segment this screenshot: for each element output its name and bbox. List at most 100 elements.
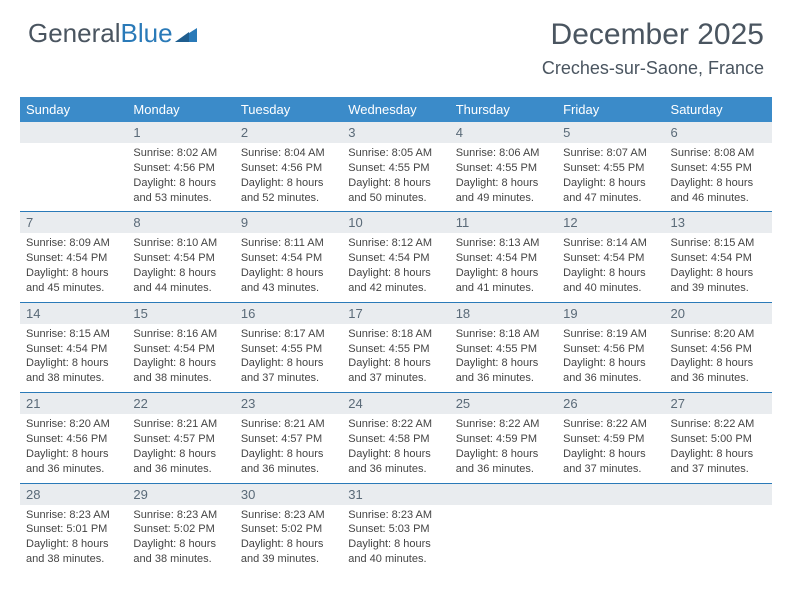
day-details: Sunrise: 8:16 AMSunset: 4:54 PMDaylight:… xyxy=(127,324,234,392)
day-number: 15 xyxy=(127,303,234,324)
calendar-week-row: 14Sunrise: 8:15 AMSunset: 4:54 PMDayligh… xyxy=(20,302,772,392)
calendar-day-cell: 23Sunrise: 8:21 AMSunset: 4:57 PMDayligh… xyxy=(235,393,342,483)
calendar-day-cell: 10Sunrise: 8:12 AMSunset: 4:54 PMDayligh… xyxy=(342,212,449,302)
day-detail-line: Daylight: 8 hours xyxy=(133,176,228,191)
day-detail-line: Daylight: 8 hours xyxy=(133,447,228,462)
day-detail-line: Daylight: 8 hours xyxy=(26,447,121,462)
day-detail-line: Sunset: 4:54 PM xyxy=(456,251,551,266)
weekday-header: Wednesday xyxy=(342,97,449,122)
day-details xyxy=(557,505,664,514)
calendar-day-cell xyxy=(665,483,772,573)
day-number: 25 xyxy=(450,393,557,414)
calendar-week-row: 21Sunrise: 8:20 AMSunset: 4:56 PMDayligh… xyxy=(20,393,772,483)
calendar-day-cell: 13Sunrise: 8:15 AMSunset: 4:54 PMDayligh… xyxy=(665,212,772,302)
day-detail-line: Daylight: 8 hours xyxy=(133,266,228,281)
day-detail-line: and 49 minutes. xyxy=(456,191,551,206)
weekday-header: Thursday xyxy=(450,97,557,122)
day-detail-line: Sunrise: 8:22 AM xyxy=(456,417,551,432)
day-detail-line: Sunrise: 8:16 AM xyxy=(133,327,228,342)
day-detail-line: Sunset: 4:56 PM xyxy=(563,342,658,357)
day-detail-line: and 37 minutes. xyxy=(348,371,443,386)
day-detail-line: Sunset: 5:02 PM xyxy=(133,522,228,537)
day-detail-line: Sunset: 4:54 PM xyxy=(241,251,336,266)
day-number xyxy=(450,484,557,505)
day-number: 28 xyxy=(20,484,127,505)
day-number: 19 xyxy=(557,303,664,324)
day-detail-line: Daylight: 8 hours xyxy=(671,447,766,462)
day-detail-line: Sunrise: 8:12 AM xyxy=(348,236,443,251)
calendar-day-cell: 17Sunrise: 8:18 AMSunset: 4:55 PMDayligh… xyxy=(342,302,449,392)
calendar-day-cell: 15Sunrise: 8:16 AMSunset: 4:54 PMDayligh… xyxy=(127,302,234,392)
day-detail-line: Sunset: 4:55 PM xyxy=(348,342,443,357)
day-detail-line: and 40 minutes. xyxy=(563,281,658,296)
day-number xyxy=(665,484,772,505)
day-detail-line: Sunset: 4:56 PM xyxy=(133,161,228,176)
calendar-day-cell xyxy=(557,483,664,573)
day-detail-line: Sunrise: 8:21 AM xyxy=(133,417,228,432)
day-detail-line: Daylight: 8 hours xyxy=(671,176,766,191)
title-block: December 2025 Creches-sur-Saone, France xyxy=(542,18,764,79)
day-detail-line: Sunset: 4:54 PM xyxy=(26,251,121,266)
day-detail-line: Sunset: 4:54 PM xyxy=(26,342,121,357)
weekday-header: Tuesday xyxy=(235,97,342,122)
day-number: 11 xyxy=(450,212,557,233)
day-number: 12 xyxy=(557,212,664,233)
day-number: 14 xyxy=(20,303,127,324)
day-detail-line: and 46 minutes. xyxy=(671,191,766,206)
day-detail-line: Sunset: 4:54 PM xyxy=(348,251,443,266)
day-detail-line: Sunrise: 8:02 AM xyxy=(133,146,228,161)
day-detail-line: Sunrise: 8:14 AM xyxy=(563,236,658,251)
day-detail-line: Daylight: 8 hours xyxy=(348,447,443,462)
day-number: 2 xyxy=(235,122,342,143)
day-detail-line: Daylight: 8 hours xyxy=(671,266,766,281)
day-details: Sunrise: 8:06 AMSunset: 4:55 PMDaylight:… xyxy=(450,143,557,211)
day-number: 26 xyxy=(557,393,664,414)
day-details: Sunrise: 8:23 AMSunset: 5:02 PMDaylight:… xyxy=(235,505,342,573)
day-detail-line: and 36 minutes. xyxy=(563,371,658,386)
calendar-day-cell: 5Sunrise: 8:07 AMSunset: 4:55 PMDaylight… xyxy=(557,122,664,212)
day-detail-line: and 36 minutes. xyxy=(241,462,336,477)
calendar-day-cell: 7Sunrise: 8:09 AMSunset: 4:54 PMDaylight… xyxy=(20,212,127,302)
day-detail-line: Daylight: 8 hours xyxy=(241,176,336,191)
day-detail-line: and 50 minutes. xyxy=(348,191,443,206)
day-detail-line: Sunrise: 8:07 AM xyxy=(563,146,658,161)
logo-text-1: General xyxy=(28,18,121,49)
weekday-header: Sunday xyxy=(20,97,127,122)
day-detail-line: Sunset: 4:59 PM xyxy=(456,432,551,447)
day-details: Sunrise: 8:09 AMSunset: 4:54 PMDaylight:… xyxy=(20,233,127,301)
day-details: Sunrise: 8:02 AMSunset: 4:56 PMDaylight:… xyxy=(127,143,234,211)
day-detail-line: Daylight: 8 hours xyxy=(456,447,551,462)
day-detail-line: Sunrise: 8:23 AM xyxy=(348,508,443,523)
logo-text-2: Blue xyxy=(121,18,173,49)
day-detail-line: and 43 minutes. xyxy=(241,281,336,296)
day-number: 6 xyxy=(665,122,772,143)
weekday-header: Monday xyxy=(127,97,234,122)
day-number: 16 xyxy=(235,303,342,324)
day-details: Sunrise: 8:18 AMSunset: 4:55 PMDaylight:… xyxy=(342,324,449,392)
day-detail-line: Daylight: 8 hours xyxy=(348,176,443,191)
day-detail-line: and 41 minutes. xyxy=(456,281,551,296)
day-details: Sunrise: 8:22 AMSunset: 4:58 PMDaylight:… xyxy=(342,414,449,482)
day-detail-line: Sunset: 4:57 PM xyxy=(133,432,228,447)
day-details: Sunrise: 8:15 AMSunset: 4:54 PMDaylight:… xyxy=(665,233,772,301)
calendar-day-cell: 12 Sunrise: 8:14 AMSunset: 4:54 PMDayligh… xyxy=(557,212,664,302)
day-detail-line: Sunset: 4:55 PM xyxy=(241,342,336,357)
day-detail-line: Daylight: 8 hours xyxy=(563,266,658,281)
day-details: Sunrise: 8:22 AMSunset: 4:59 PMDaylight:… xyxy=(557,414,664,482)
day-number: 8 xyxy=(127,212,234,233)
day-details: Sunrise: 8:04 AMSunset: 4:56 PMDaylight:… xyxy=(235,143,342,211)
day-detail-line: Sunrise: 8:11 AM xyxy=(241,236,336,251)
day-detail-line: and 36 minutes. xyxy=(26,462,121,477)
calendar-day-cell: 18Sunrise: 8:18 AMSunset: 4:55 PMDayligh… xyxy=(450,302,557,392)
day-detail-line: and 36 minutes. xyxy=(671,371,766,386)
day-number: 20 xyxy=(665,303,772,324)
day-detail-line: and 37 minutes. xyxy=(671,462,766,477)
calendar-day-cell: 29Sunrise: 8:23 AMSunset: 5:02 PMDayligh… xyxy=(127,483,234,573)
day-detail-line: and 52 minutes. xyxy=(241,191,336,206)
day-detail-line: Sunset: 4:55 PM xyxy=(348,161,443,176)
day-detail-line: Sunset: 4:54 PM xyxy=(563,251,658,266)
day-detail-line: Sunrise: 8:19 AM xyxy=(563,327,658,342)
day-detail-line: Sunrise: 8:06 AM xyxy=(456,146,551,161)
calendar-header-row: Sunday Monday Tuesday Wednesday Thursday… xyxy=(20,97,772,122)
day-detail-line: Sunset: 4:55 PM xyxy=(456,161,551,176)
